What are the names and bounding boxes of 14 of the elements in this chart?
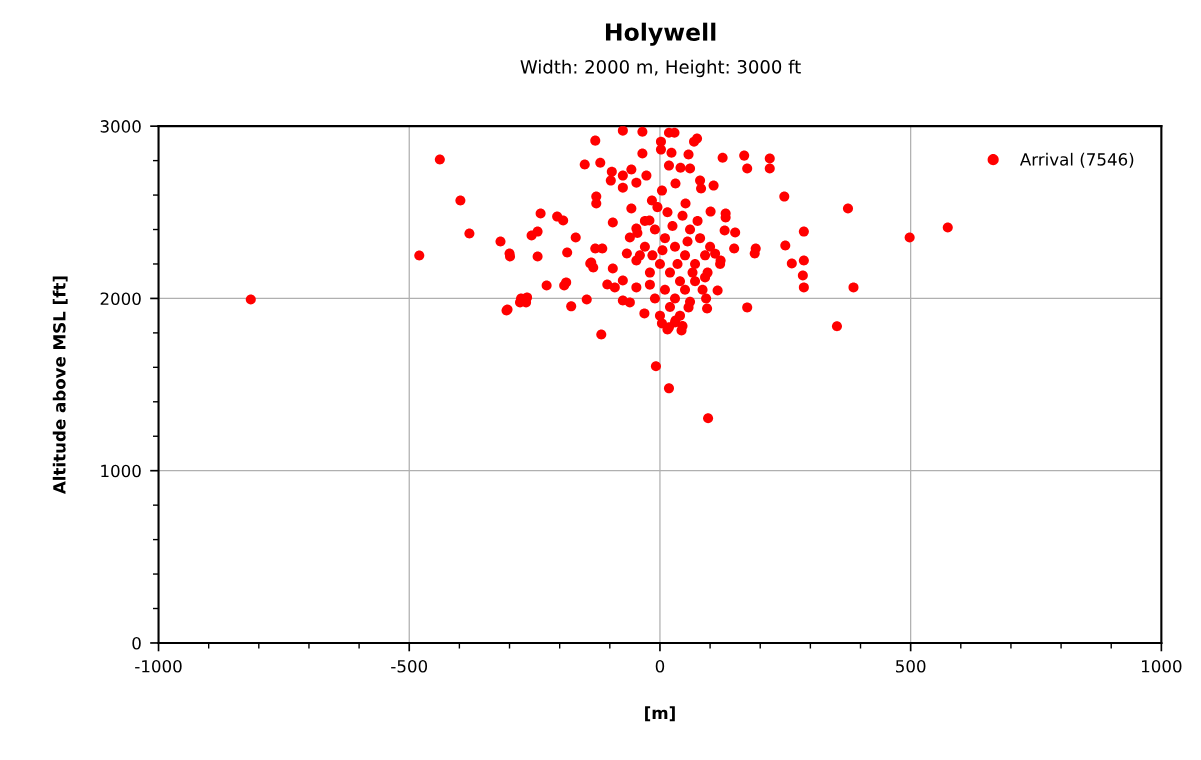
x-tick-label: 0 bbox=[655, 659, 665, 673]
legend-label: Arrival (7546) bbox=[1019, 152, 1134, 168]
x-axis-title: [m] bbox=[645, 706, 675, 722]
chart-title: Holywell bbox=[605, 22, 716, 46]
y-tick-label: 2000 bbox=[100, 292, 141, 305]
chart-subtitle: Width: 2000 m, Height: 3000 ft bbox=[520, 59, 801, 78]
y-tick-label: 0 bbox=[132, 636, 141, 650]
x-tick-label: 500 bbox=[896, 659, 926, 673]
x-tick-label: 1000 bbox=[1141, 659, 1182, 673]
y-tick-label: 1000 bbox=[101, 464, 141, 478]
y-axis-title: Altitude above MSL [ft] bbox=[52, 276, 68, 495]
x-tick-label: -500 bbox=[391, 659, 428, 673]
y-tick-label: 3000 bbox=[100, 120, 141, 133]
x-tick-label: -1000 bbox=[135, 659, 182, 673]
